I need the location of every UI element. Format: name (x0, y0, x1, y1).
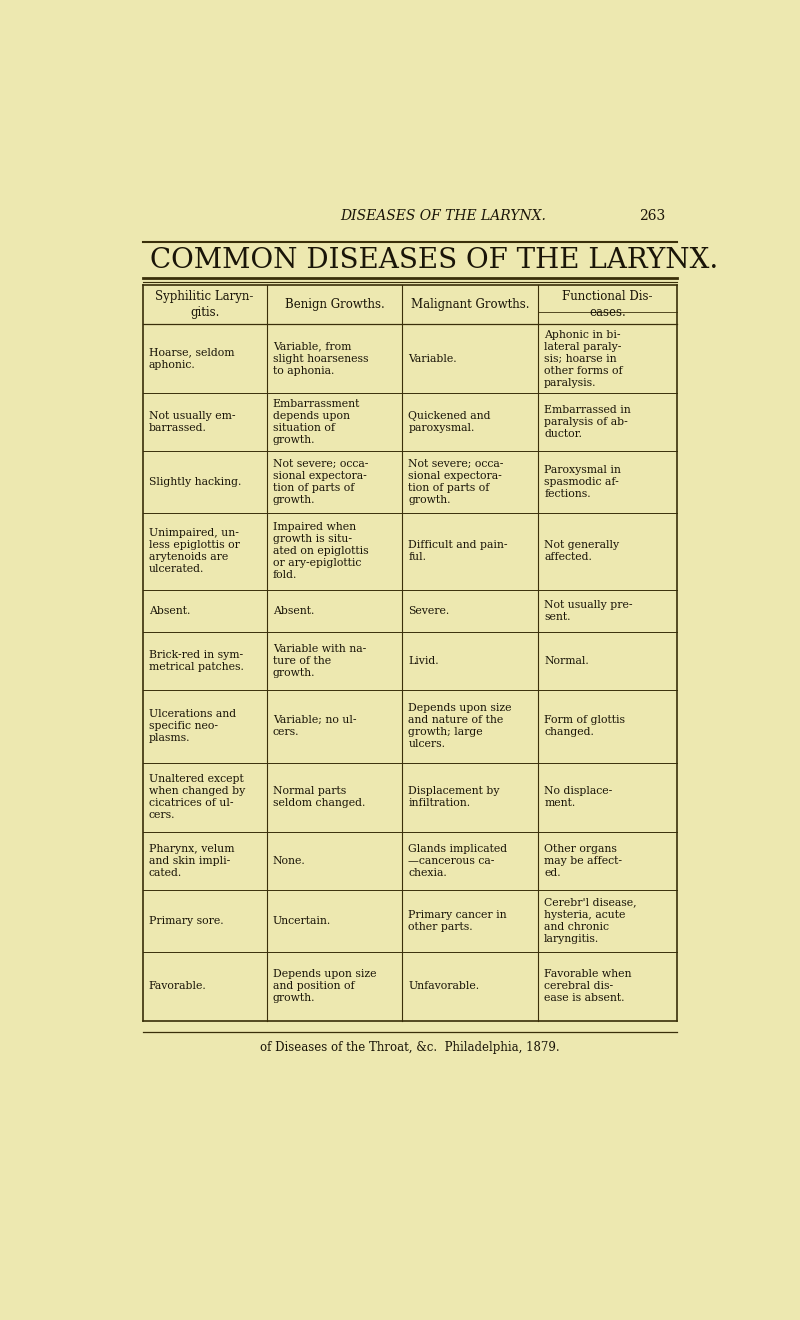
Text: Aphonic in bi-
lateral paraly-
sis; hoarse in
other forms of
paralysis.: Aphonic in bi- lateral paraly- sis; hoar… (544, 330, 622, 388)
Text: Other organs
may be affect-
ed.: Other organs may be affect- ed. (544, 843, 622, 878)
Text: Depends upon size
and nature of the
growth; large
ulcers.: Depends upon size and nature of the grow… (409, 704, 512, 750)
Text: Variable; no ul-
cers.: Variable; no ul- cers. (273, 715, 356, 738)
Text: Variable with na-
ture of the
growth.: Variable with na- ture of the growth. (273, 644, 366, 678)
Text: Not severe; occa-
sional expectora-
tion of parts of
growth.: Not severe; occa- sional expectora- tion… (409, 459, 504, 504)
Text: Paroxysmal in
spasmodic af-
fections.: Paroxysmal in spasmodic af- fections. (544, 465, 621, 499)
Text: Slightly hacking.: Slightly hacking. (149, 477, 242, 487)
Text: Glands implicated
—cancerous ca-
chexia.: Glands implicated —cancerous ca- chexia. (409, 843, 507, 878)
Text: Cerebr'l disease,
hysteria, acute
and chronic
laryngitis.: Cerebr'l disease, hysteria, acute and ch… (544, 898, 637, 944)
Text: Displacement by
infiltration.: Displacement by infiltration. (409, 787, 500, 808)
Text: Hoarse, seldom
aphonic.: Hoarse, seldom aphonic. (149, 347, 234, 370)
Text: Unaltered except
when changed by
cicatrices of ul-
cers.: Unaltered except when changed by cicatri… (149, 775, 245, 821)
Text: Functional Dis-
eases.: Functional Dis- eases. (562, 290, 653, 319)
Text: Malignant Growths.: Malignant Growths. (411, 298, 530, 312)
Text: Not generally
affected.: Not generally affected. (544, 540, 619, 562)
Text: COMMON DISEASES OF THE LARYNX.: COMMON DISEASES OF THE LARYNX. (150, 247, 718, 273)
Text: Impaired when
growth is situ-
ated on epiglottis
or ary-epiglottic
fold.: Impaired when growth is situ- ated on ep… (273, 523, 369, 579)
Text: Absent.: Absent. (149, 606, 190, 615)
Text: Benign Growths.: Benign Growths. (285, 298, 384, 312)
Text: Normal parts
seldom changed.: Normal parts seldom changed. (273, 787, 366, 808)
Text: Depends upon size
and position of
growth.: Depends upon size and position of growth… (273, 969, 376, 1003)
Text: Primary cancer in
other parts.: Primary cancer in other parts. (409, 909, 507, 932)
Text: None.: None. (273, 857, 306, 866)
Text: Unfavorable.: Unfavorable. (409, 981, 479, 991)
Text: 263: 263 (639, 209, 666, 223)
Text: Variable, from
slight hoarseness
to aphonia.: Variable, from slight hoarseness to apho… (273, 342, 368, 376)
Text: Unimpaired, un-
less epiglottis or
arytenoids are
ulcerated.: Unimpaired, un- less epiglottis or aryte… (149, 528, 240, 574)
Text: Form of glottis
changed.: Form of glottis changed. (544, 715, 625, 738)
Text: No displace-
ment.: No displace- ment. (544, 787, 612, 808)
Text: Difficult and pain-
ful.: Difficult and pain- ful. (409, 540, 508, 562)
Text: Livid.: Livid. (409, 656, 439, 665)
Text: Favorable when
cerebral dis-
ease is absent.: Favorable when cerebral dis- ease is abs… (544, 969, 631, 1003)
Text: of Diseases of the Throat, &c.  Philadelphia, 1879.: of Diseases of the Throat, &c. Philadelp… (260, 1041, 560, 1055)
Text: Favorable.: Favorable. (149, 981, 206, 991)
Text: Quickened and
paroxysmal.: Quickened and paroxysmal. (409, 411, 491, 433)
Text: Not usually em-
barrassed.: Not usually em- barrassed. (149, 411, 235, 433)
Text: Pharynx, velum
and skin impli-
cated.: Pharynx, velum and skin impli- cated. (149, 843, 234, 878)
Text: Ulcerations and
specific neo-
plasms.: Ulcerations and specific neo- plasms. (149, 709, 236, 743)
Text: Primary sore.: Primary sore. (149, 916, 223, 925)
Text: Variable.: Variable. (409, 354, 457, 363)
Text: Not severe; occa-
sional expectora-
tion of parts of
growth.: Not severe; occa- sional expectora- tion… (273, 459, 368, 504)
Text: Embarrassment
depends upon
situation of
growth.: Embarrassment depends upon situation of … (273, 399, 360, 445)
Text: Not usually pre-
sent.: Not usually pre- sent. (544, 599, 633, 622)
Text: Normal.: Normal. (544, 656, 589, 665)
Text: DISEASES OF THE LARYNX.: DISEASES OF THE LARYNX. (340, 209, 546, 223)
Text: Embarrassed in
paralysis of ab-
ductor.: Embarrassed in paralysis of ab- ductor. (544, 405, 631, 440)
Text: Severe.: Severe. (409, 606, 450, 615)
Text: Syphilitic Laryn-
gitis.: Syphilitic Laryn- gitis. (155, 290, 254, 319)
Text: Brick-red in sym-
metrical patches.: Brick-red in sym- metrical patches. (149, 649, 244, 672)
Text: Uncertain.: Uncertain. (273, 916, 331, 925)
Text: Absent.: Absent. (273, 606, 314, 615)
